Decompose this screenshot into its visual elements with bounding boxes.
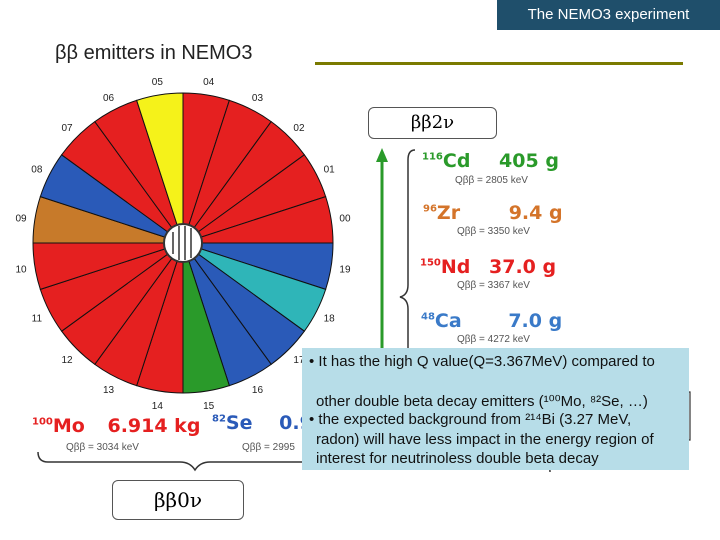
two-nu-brace [399, 149, 416, 355]
sector-label-03: 03 [252, 93, 264, 104]
sector-label-10: 10 [15, 265, 27, 276]
sector-05 [136, 92, 184, 244]
sector-label-16: 16 [252, 385, 264, 396]
sector-label-06: 06 [103, 93, 115, 104]
sector-label-02: 02 [293, 123, 305, 134]
sector-label-08: 08 [31, 165, 43, 176]
isotope-ca: 48Ca 7.0 g [421, 310, 563, 332]
q-value-se: Qββ = 2995 [242, 442, 295, 453]
sector-label-05: 05 [152, 77, 164, 88]
wheel-hub-hatch [172, 226, 192, 260]
sector-label-07: 07 [61, 123, 73, 134]
callout-line-4: radon) will have less impact in the ener… [316, 431, 654, 448]
sector-label-18: 18 [324, 313, 336, 324]
q-value-nd: Qββ = 3367 keV [457, 280, 530, 291]
page-title: ββ emitters in NEMO3 [55, 42, 253, 64]
sector-labels: 04 03 02 01 00 19 18 17 16 15 14 13 12 11 10 09 08 07 06 05 [15, 77, 351, 412]
isotope-zr: 96Zr 9.4 g [423, 202, 563, 224]
sector-label-15: 15 [203, 401, 215, 412]
callout-line-5: interest for neutrinoless double beta de… [316, 450, 599, 467]
title-rule [315, 62, 683, 65]
header-banner: The NEMO3 experiment [497, 0, 720, 30]
isotope-cd: 116Cd 405 g [422, 150, 559, 172]
wheel-sectors [32, 92, 334, 394]
callout-line-1: • It has the high Q value(Q=3.367MeV) co… [309, 353, 655, 370]
two-nu-box: ββ2ν [368, 107, 497, 139]
isotope-mo: 100Mo 6.914 kg [32, 415, 201, 437]
sector-label-00: 00 [339, 213, 351, 224]
callout-box: • It has the high Q value(Q=3.367MeV) co… [302, 348, 689, 470]
sector-label-09: 09 [15, 213, 27, 224]
isotope-nd: 150Nd 37.0 g [420, 256, 557, 278]
sector-label-13: 13 [103, 385, 115, 396]
q-value-zr: Qββ = 3350 keV [457, 226, 530, 237]
q-value-mo: Qββ = 3034 keV [66, 442, 139, 453]
sector-label-04: 04 [203, 77, 215, 88]
zero-nu-label: ββ0ν [153, 488, 202, 512]
q-value-ca: Qββ = 4272 keV [457, 334, 530, 345]
sector-label-14: 14 [152, 401, 164, 412]
zero-nu-box: ββ0ν [112, 480, 244, 520]
sector-label-19: 19 [339, 265, 351, 276]
green-arrow-head [376, 148, 388, 162]
sector-label-12: 12 [61, 355, 73, 366]
q-value-cd: Qββ = 2805 keV [455, 175, 528, 186]
callout-line-2: other double beta decay emitters (¹⁰⁰Mo,… [316, 393, 648, 410]
wheel-hub [163, 223, 203, 263]
sector-label-11: 11 [32, 313, 43, 324]
callout-line-3: • the expected background from ²¹⁴Bi (3.… [309, 411, 632, 428]
sector-label-01: 01 [324, 165, 336, 176]
sector-label-17: 17 [293, 355, 305, 366]
two-nu-label: ββ2ν [410, 112, 455, 133]
